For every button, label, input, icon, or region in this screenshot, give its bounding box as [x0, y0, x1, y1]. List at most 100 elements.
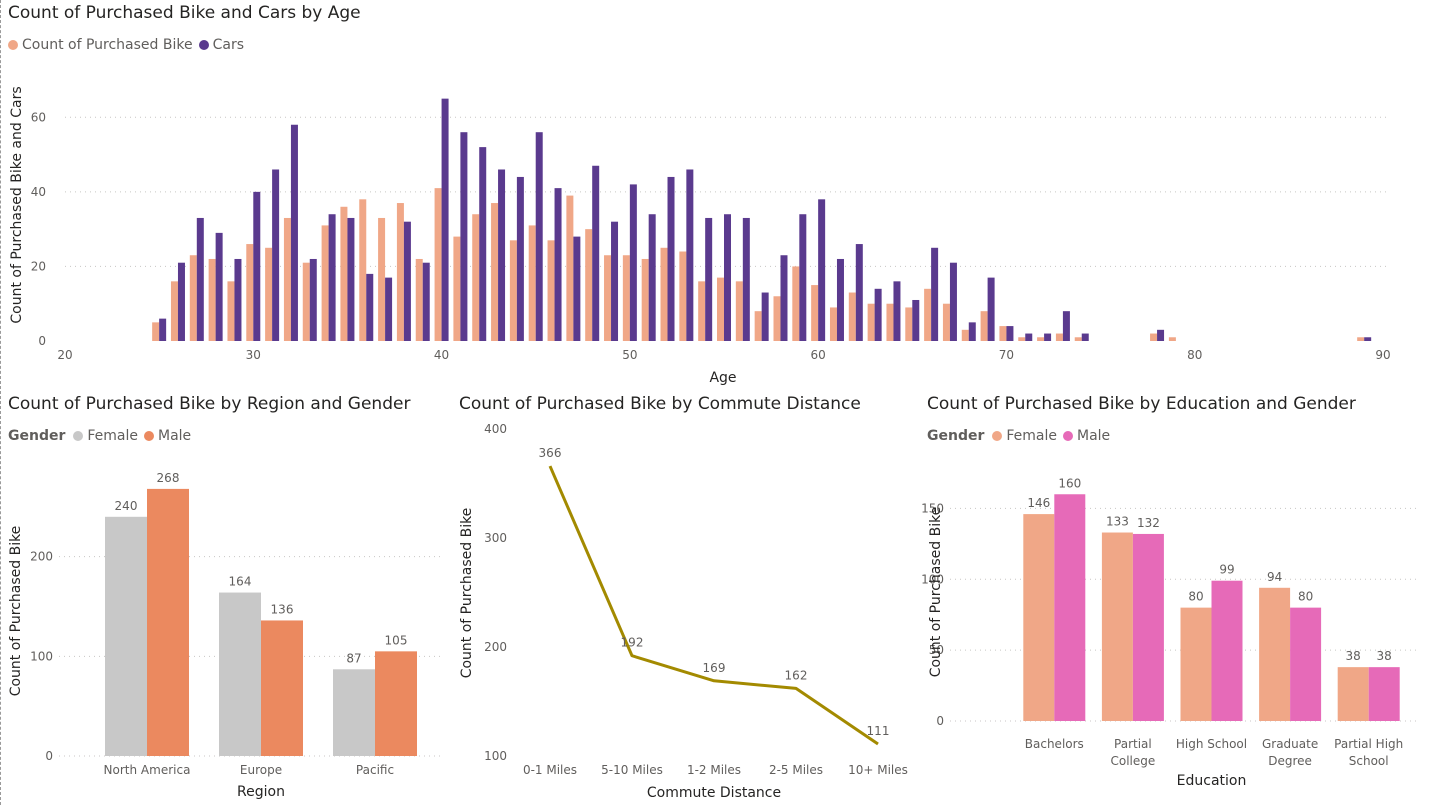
legend-label-male: Male	[1077, 428, 1111, 444]
bar-male	[1211, 580, 1243, 721]
bar-bike	[396, 203, 404, 341]
y-tick-label: 0	[38, 334, 46, 348]
bar-cars	[196, 217, 204, 341]
region-chart-plot: 0 100 200 240 268 North America 164 136 Europe 87…	[8, 471, 440, 800]
category-label: School	[1349, 754, 1389, 768]
bar-bike	[999, 326, 1007, 341]
bar-bike	[905, 307, 913, 341]
bar-cars	[968, 322, 976, 341]
bar-bike	[359, 199, 367, 341]
bar-cars	[328, 214, 336, 341]
bar-cars	[931, 247, 939, 341]
legend-item-male[interactable]: Male	[1063, 428, 1110, 444]
legend-dot-male	[144, 431, 154, 441]
legend-item-bike[interactable]: Count of Purchased Bike	[8, 37, 193, 53]
y-tick-label: 100	[484, 749, 507, 763]
x-tick-label: 20	[57, 348, 72, 362]
bar-male	[1132, 533, 1164, 721]
bar-bike	[604, 255, 612, 341]
legend-dot-cars	[198, 40, 209, 50]
legend-item-female[interactable]: Female	[992, 428, 1057, 444]
legend-item-male[interactable]: Male	[144, 428, 191, 444]
bar-cars	[385, 277, 393, 341]
bar-bike	[415, 258, 423, 341]
bar-male	[147, 488, 189, 756]
bar-cars	[592, 165, 600, 341]
bar-bike	[886, 303, 894, 341]
bar-male	[261, 620, 303, 756]
education-chart-legend: Gender Female Male	[927, 428, 1116, 444]
data-label: 94	[1267, 570, 1282, 584]
region-legend-title: Gender	[8, 428, 66, 444]
commute-line	[548, 465, 879, 746]
age-chart-visual[interactable]: Count of Purchased Bike and Cars by Age …	[0, 0, 1432, 392]
data-label: 162	[785, 668, 808, 682]
bar-cars	[498, 169, 506, 341]
bar-cars	[366, 273, 374, 341]
legend-dot-bike	[8, 40, 18, 50]
age-chart-legend: Count of Purchased Bike Cars	[8, 37, 250, 53]
bar-bike	[1357, 337, 1365, 341]
y-tick-label: 50	[929, 643, 944, 657]
data-label: 164	[229, 575, 252, 589]
data-label: 169	[703, 661, 726, 675]
legend-label-cars: Cars	[212, 37, 245, 53]
bar-cars	[1025, 333, 1033, 341]
category-label: College	[1111, 754, 1156, 768]
legend-item-cars[interactable]: Cars	[198, 37, 245, 53]
education-chart-visual[interactable]: Count of Purchased Bike by Education and…	[920, 392, 1432, 805]
education-chart-plot: 0 50 100 150 146 160 Bachelors 133 132 Partial Col…	[921, 476, 1417, 789]
data-label: 136	[271, 602, 294, 616]
bar-cars	[874, 288, 882, 341]
data-label: 192	[621, 636, 644, 650]
bar-female	[1101, 532, 1133, 721]
bar-male	[1368, 667, 1400, 721]
data-label: 38	[1377, 649, 1392, 663]
legend-item-female[interactable]: Female	[73, 428, 138, 444]
education-legend-title: Gender	[927, 428, 985, 444]
bar-cars	[1157, 329, 1165, 341]
bar-bike	[811, 285, 819, 341]
data-label: 80	[1188, 590, 1203, 604]
bar-cars	[460, 132, 468, 341]
x-tick-label: 60	[811, 348, 826, 362]
bar-cars	[705, 217, 713, 341]
y-tick-label: 40	[31, 185, 46, 199]
bar-bike	[189, 255, 197, 341]
bar-cars	[309, 258, 317, 341]
bar-bike	[735, 281, 743, 341]
bar-bike	[585, 229, 593, 341]
commute-chart-visual[interactable]: Count of Purchased Bike by Commute Dista…	[450, 392, 920, 805]
bar-cars	[253, 191, 261, 341]
bar-male	[1054, 494, 1086, 721]
region-chart-visual[interactable]: Count of Purchased Bike by Region and Ge…	[0, 392, 450, 805]
bar-cars	[516, 176, 524, 341]
bar-bike	[321, 225, 329, 341]
y-axis-title: Count of Purchased Bike	[8, 526, 24, 697]
category-label: 5-10 Miles	[601, 763, 663, 777]
bar-bike	[867, 303, 875, 341]
data-label: 111	[867, 724, 890, 738]
bar-cars	[818, 199, 826, 341]
bar-bike	[453, 236, 461, 341]
bar-bike	[340, 206, 348, 341]
bar-cars	[949, 262, 957, 341]
commute-chart-title: Count of Purchased Bike by Commute Dista…	[459, 394, 861, 414]
bar-bike	[660, 247, 668, 341]
bar-cars	[1062, 311, 1070, 341]
bar-bike	[208, 258, 216, 341]
x-tick-label: 50	[622, 348, 637, 362]
bar-female	[105, 516, 147, 756]
age-chart-title: Count of Purchased Bike and Cars by Age	[8, 3, 361, 23]
bar-cars	[479, 147, 487, 341]
bar-bike	[924, 288, 932, 341]
bar-bike	[942, 303, 950, 341]
bar-cars	[234, 258, 242, 341]
bar-bike	[848, 292, 856, 341]
x-tick-label: 30	[246, 348, 261, 362]
x-axis-title: Age	[709, 370, 736, 386]
bar-cars	[686, 169, 694, 341]
bar-bike	[1037, 337, 1045, 341]
bar-female	[219, 592, 261, 756]
bar-bike	[1168, 337, 1176, 341]
